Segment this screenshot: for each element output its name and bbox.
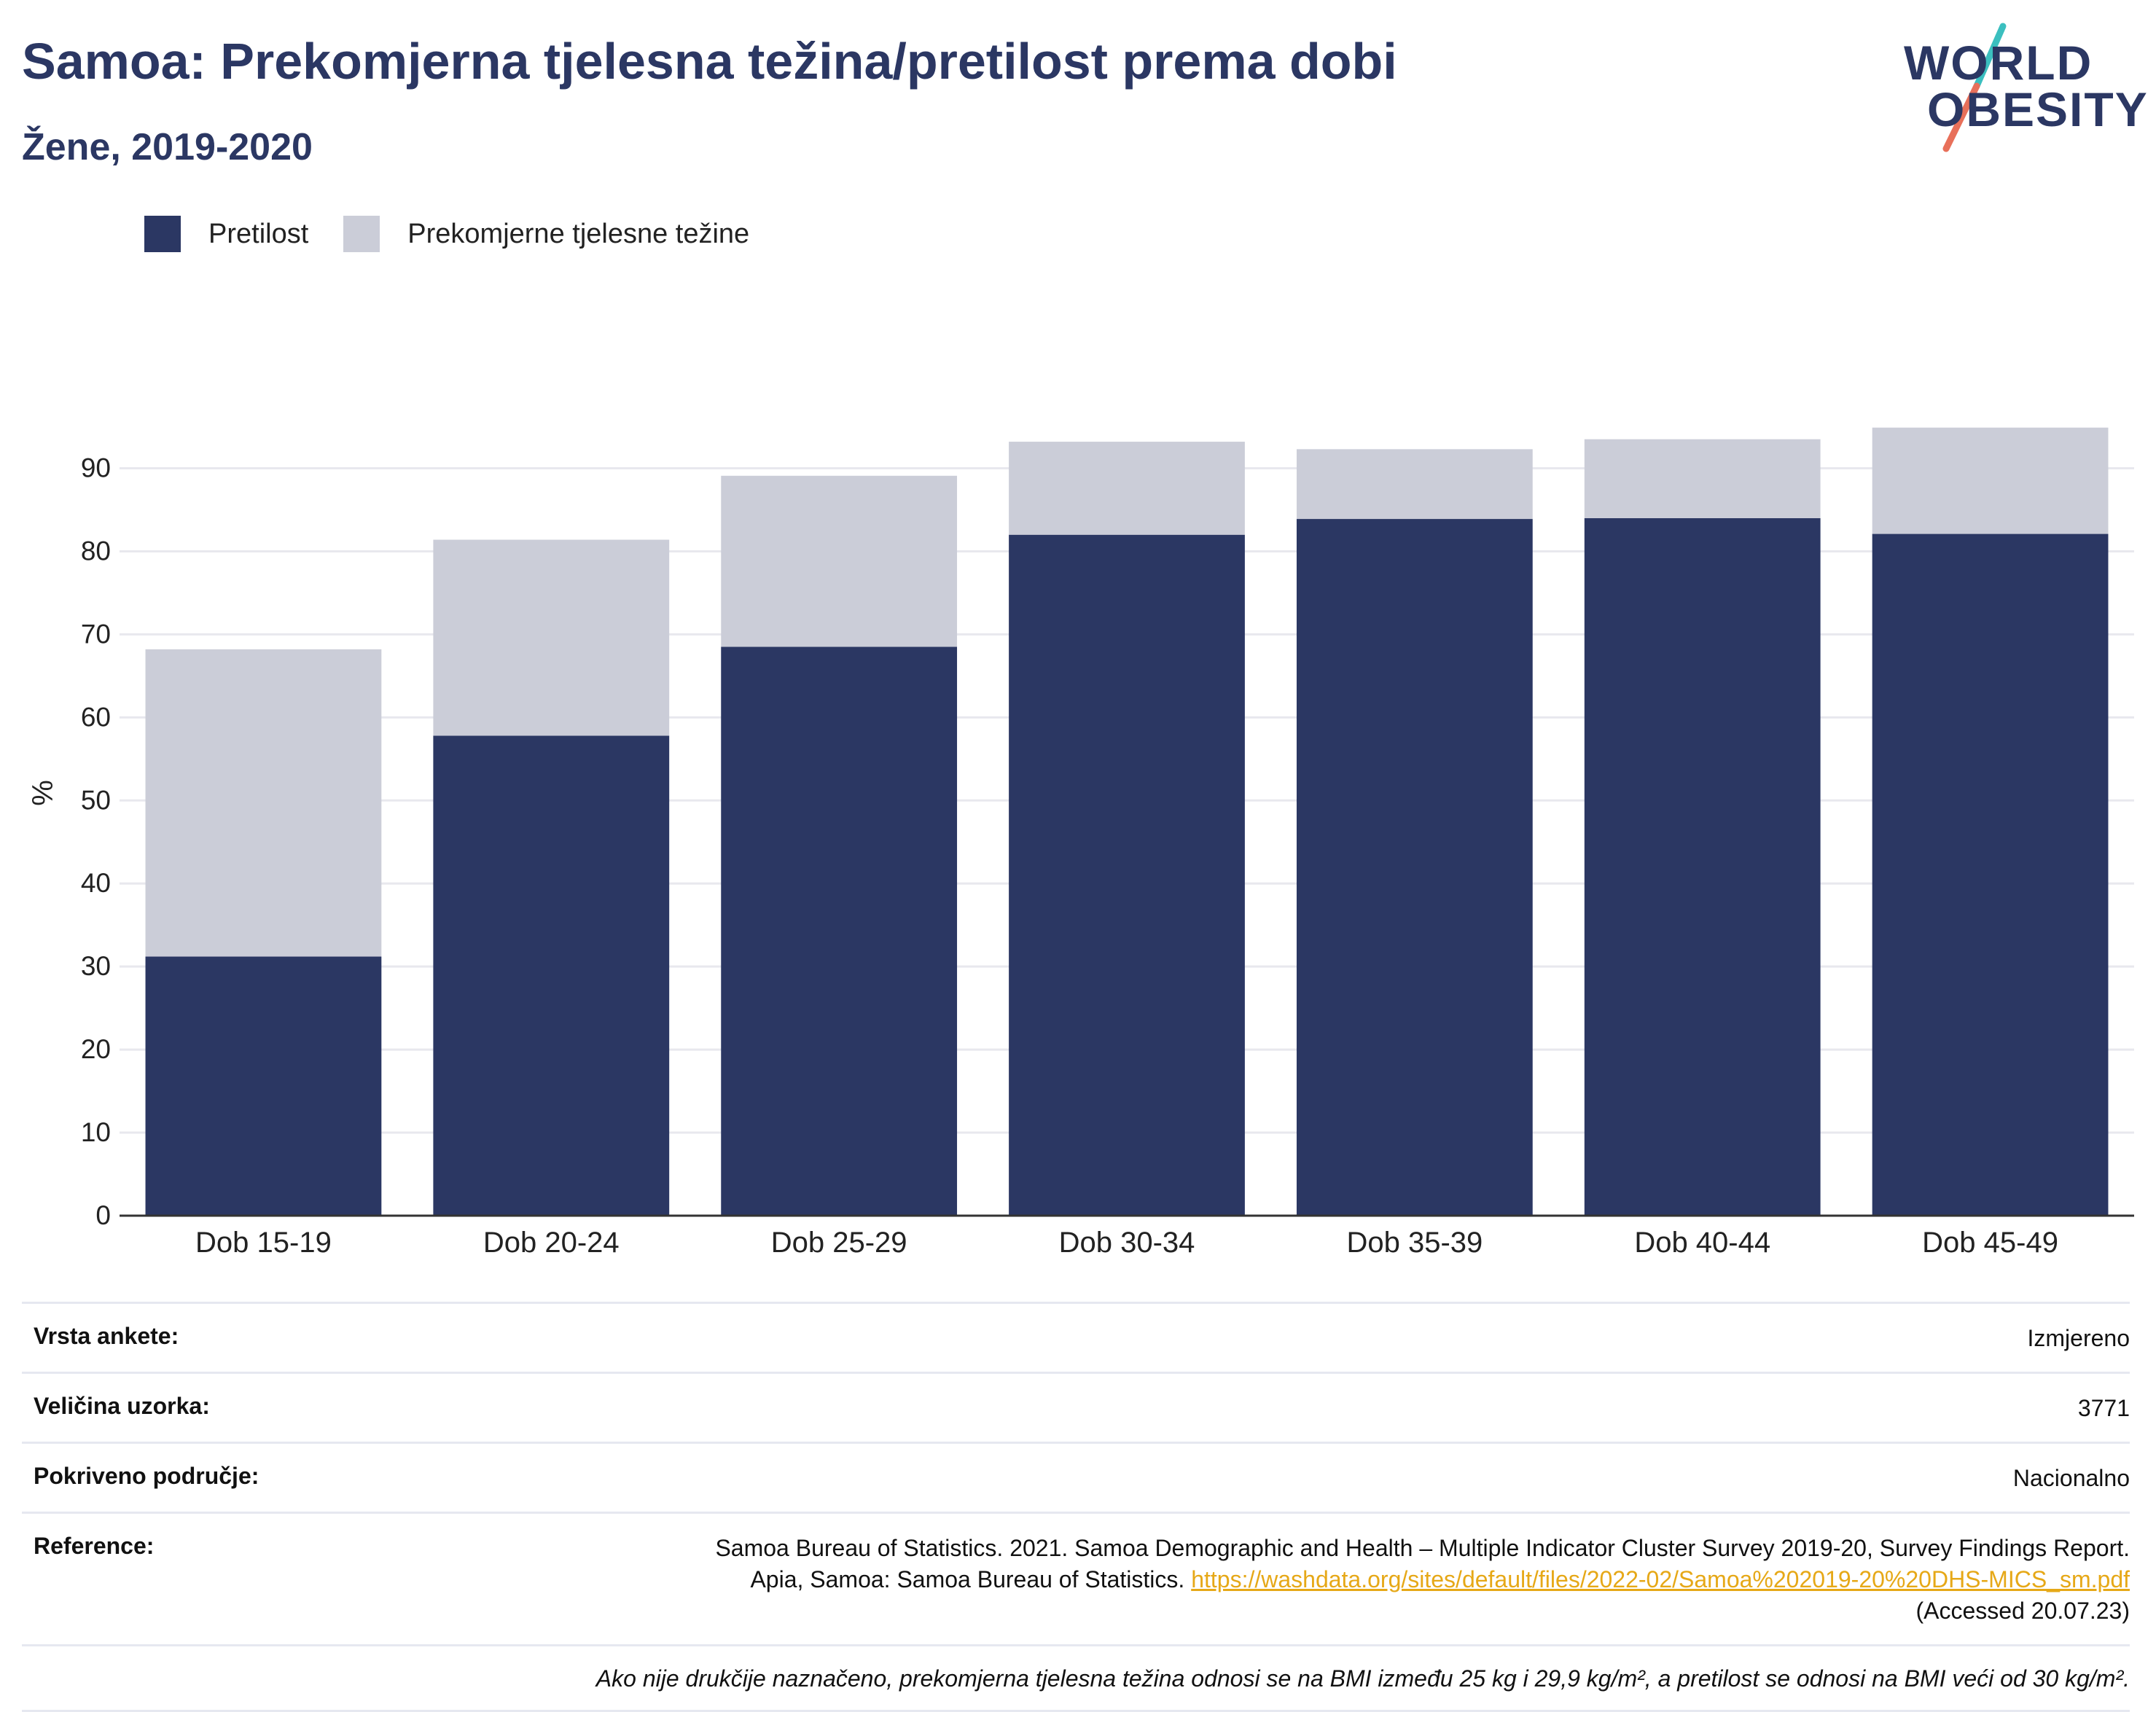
x-tick-label: Dob 25-29 bbox=[771, 1227, 907, 1259]
info-row-survey-type: Vrsta ankete: Izmjereno bbox=[22, 1302, 2130, 1372]
x-tick-label: Dob 40-44 bbox=[1634, 1227, 1770, 1259]
bar-overweight bbox=[433, 539, 670, 736]
chart-legend: Pretilost Prekomjerne tjelesne težine bbox=[144, 216, 784, 252]
logo-line-2: OBESITY bbox=[1927, 82, 2149, 136]
y-tick-label: 80 bbox=[81, 536, 111, 566]
bar-obesity bbox=[433, 735, 670, 1216]
y-axis-title: % bbox=[27, 780, 59, 806]
x-tick-label: Dob 20-24 bbox=[483, 1227, 620, 1259]
coverage-label: Pokriveno područje: bbox=[34, 1463, 259, 1489]
bar-overweight bbox=[1009, 442, 1245, 535]
bar-obesity bbox=[1872, 533, 2109, 1216]
logo-slash-icon bbox=[1942, 23, 2007, 152]
sample-size-value: 3771 bbox=[2077, 1395, 2130, 1421]
survey-type-value: Izmjereno bbox=[2027, 1325, 2130, 1351]
info-row-sample-size: Veličina uzorka: 3771 bbox=[22, 1372, 2130, 1442]
bar-obesity bbox=[1296, 519, 1533, 1216]
legend-swatch-obesity bbox=[144, 216, 181, 252]
y-tick-label: 90 bbox=[81, 453, 111, 483]
x-tick-label: Dob 15-19 bbox=[195, 1227, 332, 1259]
bar-obesity bbox=[145, 956, 382, 1216]
bar-obesity bbox=[721, 646, 958, 1216]
y-tick-label: 10 bbox=[81, 1117, 111, 1147]
y-tick-label: 0 bbox=[95, 1200, 111, 1230]
reference-accessed: (Accessed 20.07.23) bbox=[1915, 1598, 2130, 1624]
page-title: Samoa: Prekomjerna tjelesna težina/preti… bbox=[22, 33, 1397, 90]
y-tick-label: 30 bbox=[81, 951, 111, 981]
legend-label-obesity: Pretilost bbox=[208, 218, 309, 249]
logo-line-1: WORLD bbox=[1904, 36, 2093, 90]
bar-obesity bbox=[1584, 517, 1821, 1216]
y-tick-label: 40 bbox=[81, 868, 111, 898]
bar-overweight bbox=[1584, 439, 1821, 518]
world-obesity-logo: WORLD OBESITY bbox=[1895, 20, 2147, 159]
x-tick-label: Dob 30-34 bbox=[1059, 1227, 1195, 1259]
stacked-bar-chart: 0 10 20 30 40 50 60 70 80 90% Dob 15-19 Dob 20-24 Do… bbox=[27, 427, 2134, 1259]
info-row-reference: Reference: Samoa Bureau of Statistics. 2… bbox=[22, 1512, 2130, 1644]
reference-text: Samoa Bureau of Statistics. 2021. Samoa … bbox=[715, 1535, 2130, 1592]
coverage-value: Nacionalno bbox=[2012, 1465, 2130, 1491]
survey-type-label: Vrsta ankete: bbox=[34, 1323, 179, 1349]
survey-info-table: Vrsta ankete: Izmjereno Veličina uzorka:… bbox=[22, 1302, 2130, 1712]
legend-item-obesity: Pretilost bbox=[144, 216, 308, 252]
page-subtitle: Žene, 2019-2020 bbox=[22, 126, 313, 168]
reference-link[interactable]: https://washdata.org/sites/default/files… bbox=[1191, 1566, 2130, 1592]
definition-note: Ako nije drukčije naznačeno, prekomjerna… bbox=[22, 1644, 2130, 1712]
x-tick-label: Dob 45-49 bbox=[1922, 1227, 2058, 1259]
bar-overweight bbox=[721, 475, 958, 647]
legend-label-overweight: Prekomjerne tjelesne težine bbox=[407, 218, 750, 249]
bar-obesity bbox=[1009, 534, 1245, 1216]
x-tick-label: Dob 35-39 bbox=[1346, 1227, 1483, 1259]
info-row-coverage: Pokriveno područje: Nacionalno bbox=[22, 1442, 2130, 1512]
reference-value: Samoa Bureau of Statistics. 2021. Samoa … bbox=[672, 1533, 2130, 1627]
bar-overweight bbox=[1872, 427, 2109, 534]
legend-swatch-overweight bbox=[343, 216, 380, 252]
bar-overweight bbox=[145, 649, 382, 957]
bar-overweight bbox=[1296, 449, 1533, 520]
reference-label: Reference: bbox=[34, 1533, 155, 1559]
y-tick-label: 60 bbox=[81, 702, 111, 732]
y-tick-label: 50 bbox=[81, 785, 111, 815]
legend-item-overweight: Prekomjerne tjelesne težine bbox=[343, 216, 749, 252]
y-tick-label: 20 bbox=[81, 1034, 111, 1064]
y-tick-label: 70 bbox=[81, 619, 111, 649]
sample-size-label: Veličina uzorka: bbox=[34, 1393, 210, 1419]
